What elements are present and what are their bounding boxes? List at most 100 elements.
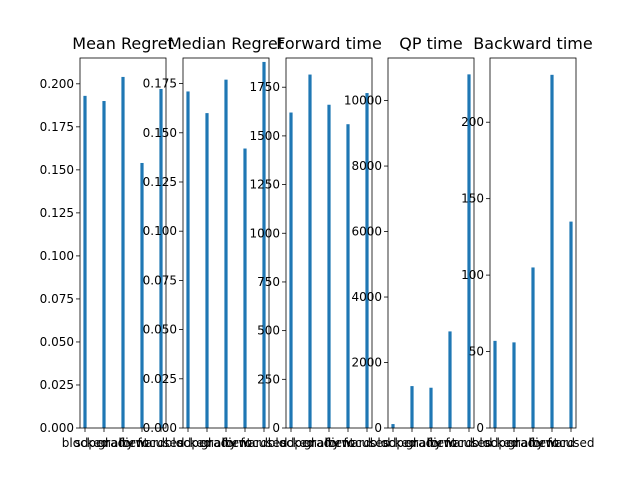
x-tick-label-forward: forward bbox=[222, 436, 268, 450]
x-tick-label-sdpenalty: sdpenalty bbox=[383, 436, 442, 450]
y-tick-label: 0.200 bbox=[40, 77, 74, 91]
y-tick-label: 0.175 bbox=[40, 120, 74, 134]
bar-forward bbox=[243, 148, 247, 428]
bar-forward bbox=[140, 162, 144, 429]
x-tick-label-forward: forward bbox=[427, 436, 473, 450]
y-tick-label: 0.050 bbox=[40, 335, 74, 349]
bar-gradient bbox=[327, 104, 331, 429]
axes-frame bbox=[387, 57, 475, 429]
panel-title: Backward time bbox=[473, 34, 592, 53]
y-tick-label: 0.125 bbox=[143, 175, 177, 189]
bar-sdpenalty bbox=[205, 113, 209, 429]
x-tick-label-blocked: blocked bbox=[268, 436, 314, 450]
panel-backward-time: Backward time 0 50 100 150 200 blockedsdpenal… bbox=[461, 34, 594, 450]
panel-title: Forward time bbox=[276, 34, 382, 53]
x-tick-label-gradient: gradient bbox=[508, 436, 559, 450]
bar-forward bbox=[448, 331, 452, 428]
bar-blocked bbox=[186, 91, 190, 429]
bar-focused bbox=[365, 93, 369, 429]
axes-frame bbox=[182, 57, 270, 429]
bar-focused bbox=[569, 221, 573, 428]
y-tick-label: 1000 bbox=[249, 226, 280, 240]
bar-blocked bbox=[83, 95, 87, 429]
y-tick-label: 0.000 bbox=[143, 421, 177, 435]
x-tick-label-gradient: gradient bbox=[98, 436, 149, 450]
panel-qp-time: QP time 0200040006000800010000blockedsdp… bbox=[344, 34, 493, 450]
y-tick-label: 0 bbox=[374, 421, 382, 435]
bar-focused bbox=[159, 88, 163, 428]
x-tick-label-sdpenalty: sdpenalty bbox=[75, 436, 134, 450]
y-tick-label: 0.075 bbox=[143, 273, 177, 287]
x-tick-label-focused: focused bbox=[445, 436, 492, 450]
panel-median-regret: Median Regret 0.000 0.025 0.050 0.075 0.100 0… bbox=[143, 34, 288, 450]
x-tick-label-focused: focused bbox=[137, 436, 184, 450]
panel-title: Mean Regret bbox=[72, 34, 173, 53]
y-tick-label: 250 bbox=[257, 372, 280, 386]
x-tick-label-sdpenalty: sdpenalty bbox=[178, 436, 237, 450]
x-tick-label-gradient: gradient bbox=[406, 436, 457, 450]
x-tick-label-blocked: blocked bbox=[165, 436, 211, 450]
y-tick-label: 1750 bbox=[249, 80, 280, 94]
x-tick-label-focused: focused bbox=[547, 436, 594, 450]
bar-gradient bbox=[429, 387, 433, 428]
bar-gradient bbox=[224, 79, 228, 429]
bar-forward bbox=[550, 74, 554, 428]
x-tick-label-focused: focused bbox=[240, 436, 287, 450]
y-tick-label: 8000 bbox=[351, 159, 382, 173]
bar-gradient bbox=[531, 267, 535, 428]
y-tick-label: 0 bbox=[272, 421, 280, 435]
y-tick-label: 0.150 bbox=[143, 126, 177, 140]
y-tick-label: 0.150 bbox=[40, 163, 74, 177]
x-tick-label-focused: focused bbox=[343, 436, 390, 450]
x-tick-label-sdpenalty: sdpenalty bbox=[281, 436, 340, 450]
y-tick-label: 100 bbox=[461, 268, 484, 282]
x-tick-label-gradient: gradient bbox=[304, 436, 355, 450]
bar-focused bbox=[262, 61, 266, 428]
y-tick-label: 10000 bbox=[344, 94, 382, 108]
y-tick-label: 0.025 bbox=[143, 372, 177, 386]
x-tick-label-forward: forward bbox=[529, 436, 575, 450]
y-tick-label: 0.025 bbox=[40, 378, 74, 392]
x-tick-label-sdpenalty: sdpenalty bbox=[485, 436, 544, 450]
bar-blocked bbox=[391, 424, 395, 428]
y-tick-label: 0.075 bbox=[40, 292, 74, 306]
bar-sdpenalty bbox=[410, 386, 414, 428]
bar-focused bbox=[467, 74, 471, 429]
panel-mean-regret: Mean Regret 0.000 0.025 0.050 0.075 0.100 0.1… bbox=[40, 34, 185, 450]
axes-frame bbox=[79, 57, 167, 429]
y-tick-label: 500 bbox=[257, 324, 280, 338]
y-tick-label: 750 bbox=[257, 275, 280, 289]
y-tick-label: 150 bbox=[461, 192, 484, 206]
bar-gradient bbox=[121, 76, 125, 429]
x-tick-label-forward: forward bbox=[119, 436, 165, 450]
bar-sdpenalty bbox=[102, 101, 106, 429]
x-tick-label-blocked: blocked bbox=[62, 436, 108, 450]
axes-frame bbox=[489, 57, 577, 429]
x-tick-label-blocked: blocked bbox=[370, 436, 416, 450]
y-tick-label: 6000 bbox=[351, 225, 382, 239]
y-tick-label: 0.175 bbox=[143, 77, 177, 91]
y-tick-label: 2000 bbox=[351, 356, 382, 370]
y-tick-label: 1500 bbox=[249, 129, 280, 143]
bar-sdpenalty bbox=[308, 74, 312, 429]
panel-forward-time: Forward time 0 250 500 750 1000 1250 1500 1750 b… bbox=[249, 34, 390, 450]
y-tick-label: 0.000 bbox=[40, 421, 74, 435]
bar-blocked bbox=[493, 340, 497, 428]
y-tick-label: 0.050 bbox=[143, 323, 177, 337]
y-tick-label: 0 bbox=[476, 421, 484, 435]
axes-frame bbox=[285, 57, 373, 429]
x-tick-label-forward: forward bbox=[325, 436, 371, 450]
x-tick-label-blocked: blocked bbox=[472, 436, 518, 450]
y-tick-label: 0.125 bbox=[40, 206, 74, 220]
y-tick-label: 1250 bbox=[249, 178, 280, 192]
panel-title: Median Regret bbox=[168, 34, 284, 53]
bar-blocked bbox=[289, 112, 293, 428]
y-tick-label: 50 bbox=[469, 345, 484, 359]
y-tick-label: 0.100 bbox=[143, 224, 177, 238]
bar-sdpenalty bbox=[512, 342, 516, 428]
panel-title: QP time bbox=[399, 34, 462, 53]
bar-forward bbox=[346, 124, 350, 429]
x-tick-label-gradient: gradient bbox=[201, 436, 252, 450]
